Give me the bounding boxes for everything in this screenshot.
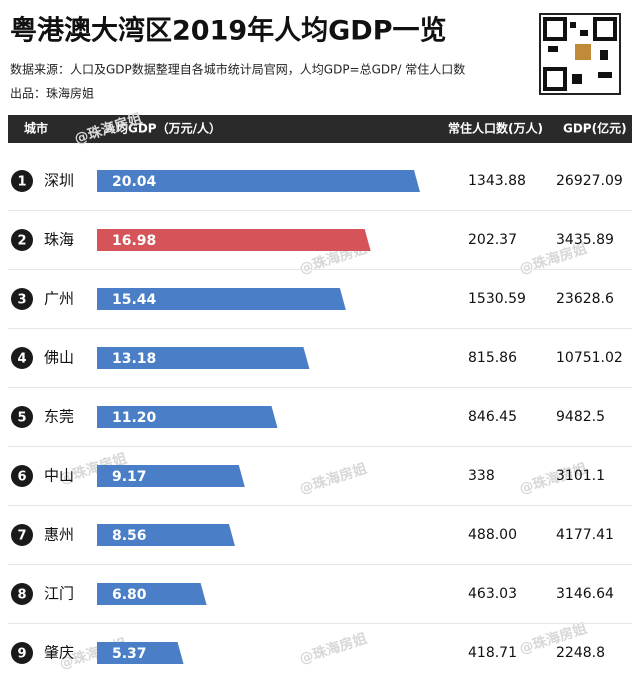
gdp: 3101.1 bbox=[556, 468, 605, 484]
city: 东莞 bbox=[44, 408, 74, 426]
rank-badge bbox=[11, 583, 33, 605]
value-label: 15.44 bbox=[112, 292, 157, 308]
city: 珠海 bbox=[44, 231, 74, 249]
city: 江门 bbox=[44, 585, 74, 603]
rank: 1 bbox=[17, 175, 26, 190]
population: 202.37 bbox=[468, 232, 517, 248]
value-label: 11.20 bbox=[112, 410, 157, 426]
rank: 6 bbox=[17, 470, 26, 485]
rank: 9 bbox=[17, 647, 26, 662]
rank-badge bbox=[11, 170, 33, 192]
chart-title: 粤港澳大湾区2019年人均GDP一览 bbox=[10, 15, 447, 47]
bar bbox=[97, 524, 235, 546]
gdp: 2248.8 bbox=[556, 645, 605, 661]
bar bbox=[97, 406, 278, 428]
qr-code bbox=[539, 13, 621, 95]
gdp: 10751.02 bbox=[556, 350, 623, 366]
value-label: 20.04 bbox=[112, 174, 157, 190]
rank: 3 bbox=[17, 293, 26, 308]
population: 1343.88 bbox=[468, 173, 526, 189]
city: 广州 bbox=[44, 290, 74, 308]
bar bbox=[97, 229, 371, 251]
value-label: 13.18 bbox=[112, 351, 156, 367]
author: 出品：珠海房姐 bbox=[10, 86, 94, 101]
gdp: 3146.64 bbox=[556, 586, 614, 602]
bar bbox=[97, 642, 184, 664]
source: 数据来源：人口及GDP数据整理自各城市统计局官网，人均GDP=总GDP/ 常住人… bbox=[10, 62, 465, 77]
population: 418.71 bbox=[468, 645, 517, 661]
rank-badge bbox=[11, 524, 33, 546]
rank: 4 bbox=[17, 352, 26, 367]
value-label: 9.17 bbox=[112, 469, 147, 485]
population: 1530.59 bbox=[468, 291, 526, 307]
population: 488.00 bbox=[468, 527, 517, 543]
value-label: 6.80 bbox=[112, 587, 147, 603]
city: 惠州 bbox=[44, 526, 74, 544]
value-label: 16.98 bbox=[112, 233, 156, 249]
rank: 2 bbox=[17, 234, 26, 249]
rank-badge bbox=[11, 642, 33, 664]
header-label: 城市 bbox=[24, 121, 48, 136]
bar bbox=[97, 347, 310, 369]
value-label: 5.37 bbox=[112, 646, 147, 662]
header-bar bbox=[8, 115, 632, 143]
population: 463.03 bbox=[468, 586, 517, 602]
gdp: 9482.5 bbox=[556, 409, 605, 425]
gdp: 4177.41 bbox=[556, 527, 614, 543]
bar bbox=[97, 465, 245, 487]
city: 深圳 bbox=[44, 172, 74, 190]
rank: 7 bbox=[17, 529, 26, 544]
city: 佛山 bbox=[44, 349, 74, 367]
rank-badge bbox=[11, 465, 33, 487]
rank-badge bbox=[11, 406, 33, 428]
rank: 5 bbox=[17, 411, 26, 426]
header-label: 常住人口数(万人) bbox=[448, 121, 543, 136]
population: 815.86 bbox=[468, 350, 517, 366]
rank-badge bbox=[11, 347, 33, 369]
population: 338 bbox=[468, 468, 495, 484]
bar bbox=[97, 170, 420, 192]
gdp: 26927.09 bbox=[556, 173, 623, 189]
header-label: GDP(亿元) bbox=[563, 121, 627, 136]
city: 肇庆 bbox=[44, 644, 74, 662]
city: 中山 bbox=[44, 467, 74, 485]
rank-badge bbox=[11, 229, 33, 251]
population: 846.45 bbox=[468, 409, 517, 425]
rank-badge bbox=[11, 288, 33, 310]
header-label: 人均GDP（万元/人） bbox=[104, 121, 221, 136]
bar bbox=[97, 288, 346, 310]
value-label: 8.56 bbox=[112, 528, 147, 544]
bar bbox=[97, 583, 207, 605]
watermark: @珠海房姐 bbox=[297, 460, 369, 498]
watermark: @珠海房姐 bbox=[297, 630, 369, 668]
gdp: 23628.6 bbox=[556, 291, 614, 307]
gdp: 3435.89 bbox=[556, 232, 614, 248]
rank: 8 bbox=[17, 588, 26, 603]
